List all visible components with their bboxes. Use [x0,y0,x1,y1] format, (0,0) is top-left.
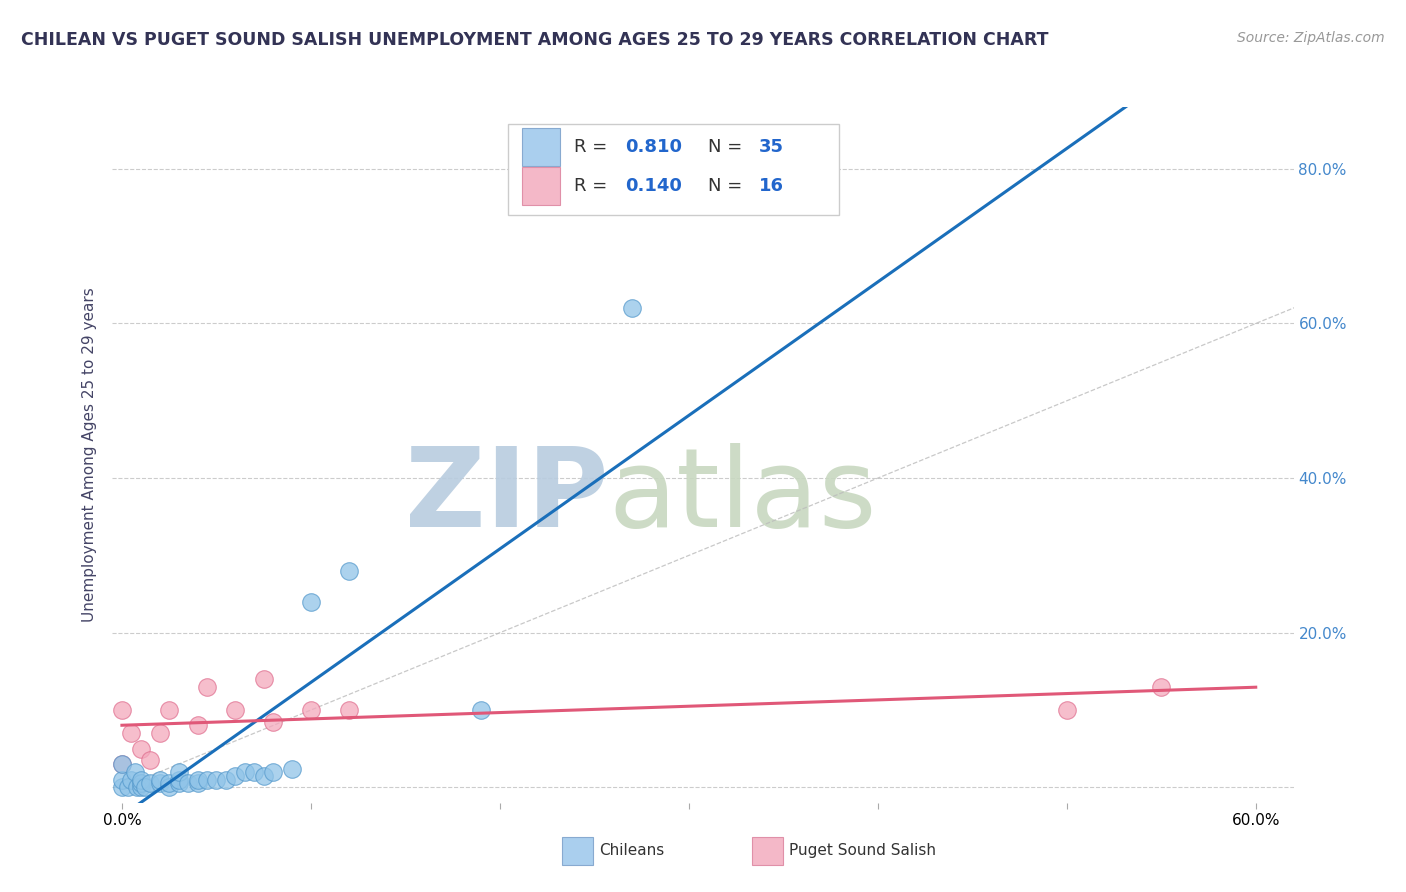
Point [186,772,208,787]
Text: □: □ [574,842,593,862]
Point [299,595,322,609]
Point [149,772,172,787]
Point [233,764,256,779]
Point [149,776,172,790]
Point [129,772,152,787]
Text: 35: 35 [758,137,783,156]
FancyBboxPatch shape [522,128,560,166]
Point [186,776,208,790]
Text: R =: R = [574,137,613,156]
Point [124,764,146,779]
Text: 0.810: 0.810 [626,137,682,156]
Text: N =: N = [707,137,748,156]
Point [262,714,284,729]
Point [120,726,142,740]
Point [224,703,246,717]
Text: Source: ZipAtlas.com: Source: ZipAtlas.com [1237,31,1385,45]
Text: Puget Sound Salish: Puget Sound Salish [789,844,936,858]
Point [134,780,156,795]
Text: CHILEAN VS PUGET SOUND SALISH UNEMPLOYMENT AMONG AGES 25 TO 29 YEARS CORRELATION: CHILEAN VS PUGET SOUND SALISH UNEMPLOYME… [21,31,1049,49]
Point [205,772,228,787]
Point [139,753,162,767]
Text: atlas: atlas [609,443,877,550]
Point [129,741,152,756]
Point [167,764,190,779]
Text: R =: R = [574,177,613,194]
Point [157,780,180,795]
Text: N =: N = [707,177,748,194]
Point [125,780,148,795]
Point [281,762,304,776]
Point [129,776,152,790]
Point [167,772,190,787]
Point [195,772,218,787]
Y-axis label: Unemployment Among Ages 25 to 29 years: Unemployment Among Ages 25 to 29 years [82,287,97,623]
Text: ZIP: ZIP [405,443,609,550]
Point [167,776,190,790]
Text: 0.140: 0.140 [626,177,682,194]
Point [111,772,134,787]
Point [157,776,180,790]
Point [117,780,139,795]
Point [195,680,218,694]
Text: Chileans: Chileans [599,844,664,858]
Point [186,718,208,732]
Point [1150,680,1173,694]
Point [1056,703,1078,717]
Point [111,757,134,772]
Point [111,703,134,717]
Point [262,764,284,779]
Point [111,757,134,772]
Point [129,780,152,795]
Point [149,726,172,740]
Point [224,769,246,783]
Point [470,703,492,717]
FancyBboxPatch shape [508,124,839,215]
Text: 16: 16 [758,177,783,194]
Point [243,764,266,779]
Point [139,776,162,790]
Point [177,776,200,790]
Point [299,703,322,717]
Point [215,772,238,787]
FancyBboxPatch shape [522,167,560,205]
Point [253,769,276,783]
Point [337,564,360,578]
Point [111,780,134,795]
Point [621,301,644,315]
Point [120,772,142,787]
Point [157,703,180,717]
Point [337,703,360,717]
Point [253,672,276,686]
